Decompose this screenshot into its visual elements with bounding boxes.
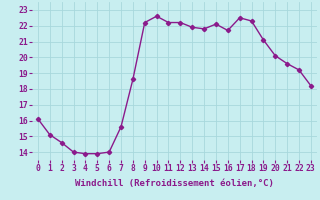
X-axis label: Windchill (Refroidissement éolien,°C): Windchill (Refroidissement éolien,°C) [75, 179, 274, 188]
